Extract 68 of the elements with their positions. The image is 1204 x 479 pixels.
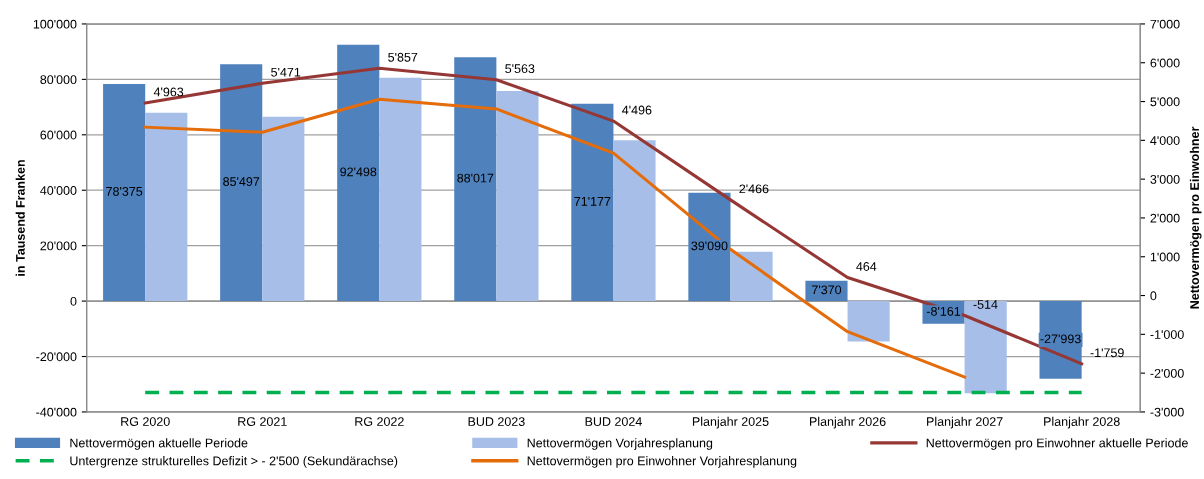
y2-tick-label: 2'000 xyxy=(1150,213,1180,223)
data-label: 5'471 xyxy=(271,67,301,77)
y-tick-label: -40'000 xyxy=(36,407,77,417)
line-series xyxy=(143,97,967,379)
y-tick-label: -20'000 xyxy=(36,352,77,362)
y-tick-label: 20'000 xyxy=(40,241,77,251)
bar xyxy=(337,44,380,302)
bar xyxy=(847,301,890,342)
x-tick-label: RG 2020 xyxy=(121,417,170,426)
y-tick-label: 60'000 xyxy=(40,130,77,140)
y2-tick-label: 0 xyxy=(1150,291,1157,301)
data-label: 78'375 xyxy=(106,186,143,196)
legend-label: Untergrenze strukturelles Defizit > - 2'500 (Sekundärachse) xyxy=(70,456,398,468)
data-label: -1'759 xyxy=(1090,348,1124,358)
data-label: 5'857 xyxy=(388,52,418,62)
bar xyxy=(613,140,656,302)
y2-tick-label: -3'000 xyxy=(1150,407,1184,417)
legend-label: Nettovermögen pro Einwohner aktuelle Periode xyxy=(926,438,1188,450)
x-tick-label: Planjahr 2025 xyxy=(692,416,769,429)
bar xyxy=(964,301,1007,394)
y2-tick-label: 4'000 xyxy=(1150,136,1180,145)
data-label: 5'563 xyxy=(505,64,535,74)
bar xyxy=(571,103,614,302)
data-label: -8'161 xyxy=(926,306,961,316)
y2-axis-title: Nettovermögen pro Einwohner xyxy=(1189,126,1202,309)
data-label: 88'017 xyxy=(457,173,494,183)
y2-tick-label: 6'000 xyxy=(1150,58,1180,68)
x-tick-label: BUD 2023 xyxy=(468,417,525,426)
line-series xyxy=(143,66,1084,366)
data-label: 85'497 xyxy=(223,177,260,186)
y2-tick-label: -1'000 xyxy=(1150,330,1184,339)
data-label: 71'177 xyxy=(574,197,611,206)
x-tick-label: BUD 2024 xyxy=(585,417,642,426)
x-tick-label: RG 2022 xyxy=(355,417,404,426)
legend-label: Nettovermögen aktuelle Periode xyxy=(70,438,248,450)
x-tick-label: Planjahr 2026 xyxy=(810,416,886,429)
y2-tick-label: -2'000 xyxy=(1150,368,1184,378)
data-label: 92'498 xyxy=(340,167,377,177)
y-tick-label: 80'000 xyxy=(40,75,77,85)
y-tick-label: 40'000 xyxy=(40,186,77,195)
y2-tick-label: 1'000 xyxy=(1150,252,1180,262)
data-label: -514 xyxy=(973,300,998,309)
data-label: 7'370 xyxy=(812,285,842,295)
y2-tick-label: 7'000 xyxy=(1150,19,1180,29)
bar xyxy=(262,116,305,302)
data-label: 4'963 xyxy=(153,87,184,97)
bar xyxy=(496,91,539,302)
x-tick-label: Planjahr 2028 xyxy=(1044,416,1120,429)
data-label: 464 xyxy=(856,262,877,271)
bar xyxy=(145,112,188,302)
y-axis-title: in Tausend Franken xyxy=(15,160,25,276)
legend-label: Nettovermögen Vorjahresplanung xyxy=(527,438,713,450)
bar xyxy=(730,251,773,302)
bar xyxy=(103,83,146,302)
bar xyxy=(220,64,263,302)
data-label: 4'496 xyxy=(622,105,652,115)
data-label: 39'090 xyxy=(691,241,728,251)
y-tick-label: 100'000 xyxy=(33,19,77,29)
y2-tick-label: 5'000 xyxy=(1150,97,1180,107)
y-tick-label: 0 xyxy=(70,296,77,306)
y2-tick-label: 3'000 xyxy=(1150,174,1180,184)
data-label: 2'466 xyxy=(739,184,769,194)
x-tick-label: RG 2021 xyxy=(238,417,287,426)
x-tick-label: Planjahr 2027 xyxy=(927,416,1003,429)
bar xyxy=(379,77,422,302)
legend-label: Nettovermögen pro Einwohner Vorjahresplanung xyxy=(527,456,797,468)
bar xyxy=(454,57,497,302)
data-label: -27'993 xyxy=(1040,334,1081,344)
